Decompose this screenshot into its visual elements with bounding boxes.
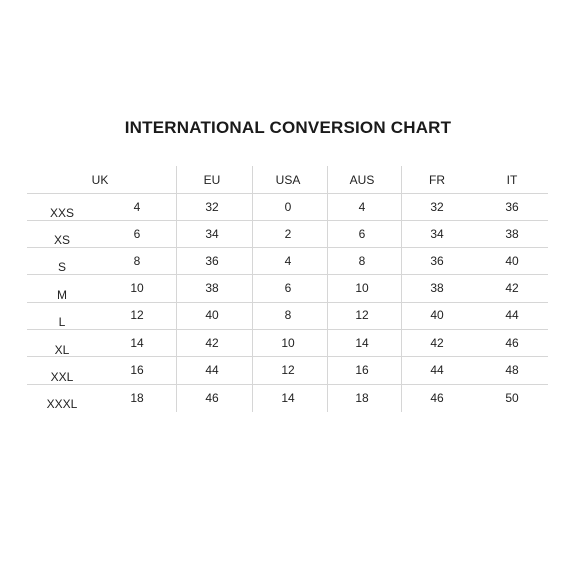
header-uk: UK <box>91 173 109 187</box>
fr-value: 32 <box>430 200 444 214</box>
it-value: 38 <box>505 227 519 241</box>
column-divider <box>176 166 177 412</box>
fr-value: 46 <box>430 391 444 405</box>
size-label: XS <box>53 233 71 247</box>
eu-value: 42 <box>205 336 219 350</box>
size-label: XXS <box>49 206 75 220</box>
uk-value: 18 <box>130 391 144 405</box>
it-value: 40 <box>505 254 519 268</box>
it-value: 48 <box>505 363 519 377</box>
row-divider <box>27 220 548 221</box>
usa-value: 10 <box>281 336 295 350</box>
row-divider <box>27 329 548 330</box>
header-fr: FR <box>429 173 445 187</box>
size-conversion-table: UK EU USA AUS FR IT XXS 4 32 0 4 32 36 X… <box>27 166 548 412</box>
fr-value: 34 <box>430 227 444 241</box>
aus-value: 4 <box>358 200 366 214</box>
fr-value: 38 <box>430 281 444 295</box>
eu-value: 46 <box>205 391 219 405</box>
eu-value: 44 <box>205 363 219 377</box>
it-value: 36 <box>505 200 519 214</box>
aus-value: 8 <box>358 254 366 268</box>
uk-value: 14 <box>130 336 144 350</box>
usa-value: 4 <box>284 254 292 268</box>
uk-value: 16 <box>130 363 144 377</box>
row-divider <box>27 193 548 194</box>
aus-value: 16 <box>355 363 369 377</box>
aus-value: 6 <box>358 227 366 241</box>
fr-value: 36 <box>430 254 444 268</box>
column-divider <box>401 166 402 412</box>
column-divider <box>252 166 253 412</box>
it-value: 50 <box>505 391 519 405</box>
row-divider <box>27 274 548 275</box>
usa-value: 8 <box>284 308 292 322</box>
uk-value: 6 <box>133 227 141 241</box>
usa-value: 6 <box>284 281 292 295</box>
uk-value: 8 <box>133 254 141 268</box>
header-aus: AUS <box>349 173 375 187</box>
aus-value: 14 <box>355 336 369 350</box>
it-value: 46 <box>505 336 519 350</box>
it-value: 42 <box>505 281 519 295</box>
size-label: L <box>58 315 66 329</box>
eu-value: 34 <box>205 227 219 241</box>
uk-value: 4 <box>133 200 141 214</box>
eu-value: 38 <box>205 281 219 295</box>
aus-value: 12 <box>355 308 369 322</box>
size-label: XL <box>54 343 70 357</box>
usa-value: 12 <box>281 363 295 377</box>
column-divider <box>327 166 328 412</box>
usa-value: 2 <box>284 227 292 241</box>
row-divider <box>27 302 548 303</box>
eu-value: 32 <box>205 200 219 214</box>
usa-value: 0 <box>284 200 292 214</box>
aus-value: 10 <box>355 281 369 295</box>
header-usa: USA <box>275 173 301 187</box>
eu-value: 40 <box>205 308 219 322</box>
eu-value: 36 <box>205 254 219 268</box>
header-eu: EU <box>203 173 221 187</box>
chart-title: INTERNATIONAL CONVERSION CHART <box>124 118 452 137</box>
size-label: XXL <box>50 370 74 384</box>
usa-value: 14 <box>281 391 295 405</box>
size-label: XXXL <box>46 397 78 411</box>
uk-value: 12 <box>130 308 144 322</box>
uk-value: 10 <box>130 281 144 295</box>
row-divider <box>27 384 548 385</box>
it-value: 44 <box>505 308 519 322</box>
fr-value: 40 <box>430 308 444 322</box>
size-label: M <box>57 288 67 302</box>
row-divider <box>27 356 548 357</box>
header-it: IT <box>506 173 518 187</box>
aus-value: 18 <box>355 391 369 405</box>
size-label: S <box>57 260 67 274</box>
fr-value: 44 <box>430 363 444 377</box>
row-divider <box>27 247 548 248</box>
fr-value: 42 <box>430 336 444 350</box>
